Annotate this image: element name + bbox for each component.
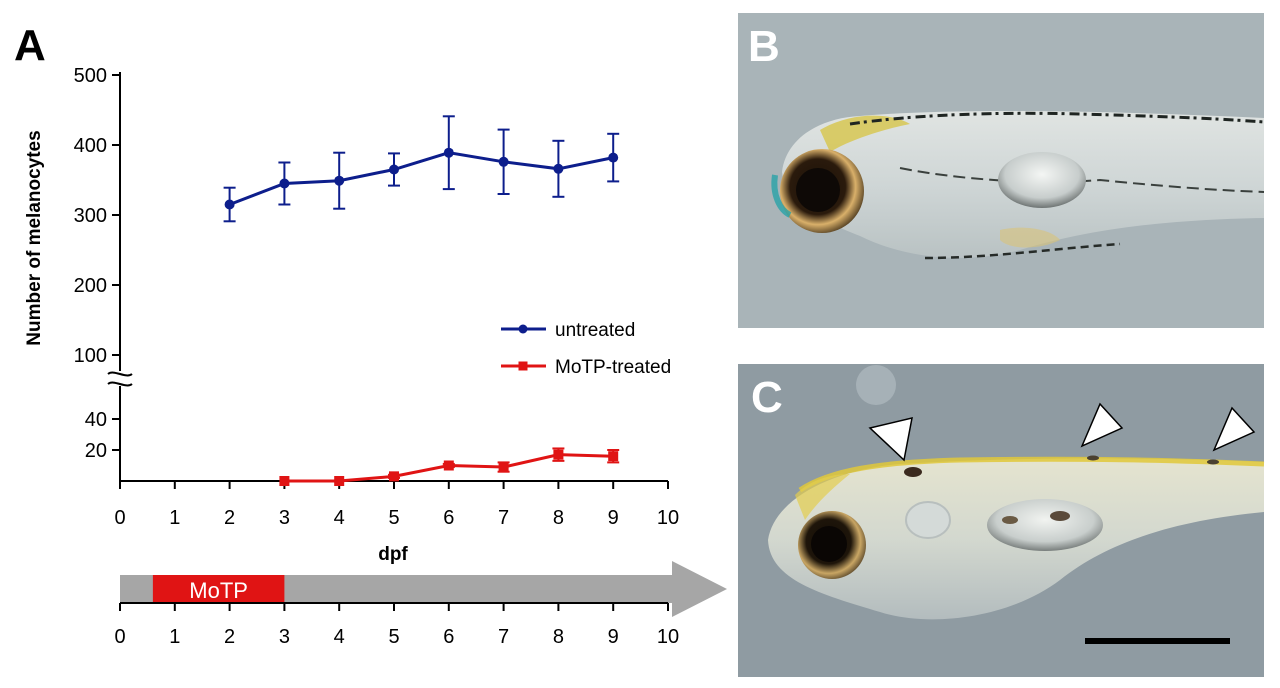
data-point: [334, 476, 345, 486]
y-tick-label: 300: [74, 205, 107, 227]
y-tick-label: 100: [74, 345, 107, 367]
timeline-tick-label: 0: [114, 626, 125, 648]
swim-bladder-b: [998, 152, 1086, 208]
x-tick-label: 1: [169, 507, 180, 529]
melanocyte-chart: 0 1 2 3 4 5 6 7 8 9 10 100 200 300 400 500 20 40 Number …: [24, 65, 679, 565]
melanocyte-c-3: [1207, 459, 1219, 465]
data-point: [553, 449, 564, 460]
legend-label-untreated: untreated: [555, 320, 635, 341]
timeline-tick-label: 1: [169, 626, 180, 648]
motp-treatment-bar: [152, 575, 285, 603]
x-tick-label: 10: [657, 507, 679, 529]
timeline-ticks: 0 1 2 3 4 5 6 7 8 9 10: [114, 603, 679, 648]
timeline-tick-label: 10: [657, 626, 679, 648]
x-tick-label: 0: [114, 507, 125, 529]
x-axis-ticks: 0 1 2 3 4 5 6 7 8 9 10: [114, 481, 679, 529]
timeline-tick-label: 5: [388, 626, 399, 648]
y-tick-label: 40: [85, 409, 107, 431]
data-point: [608, 152, 619, 163]
timeline-tick-label: 3: [279, 626, 290, 648]
data-point: [334, 175, 345, 186]
x-tick-label: 4: [334, 507, 345, 529]
x-tick-label: 2: [224, 507, 235, 529]
scale-bar: [1085, 638, 1230, 644]
x-tick-label: 5: [388, 507, 399, 529]
y-axis-title: Number of melanocytes: [24, 130, 45, 345]
arrowhead-icon-2: [1080, 402, 1124, 448]
melanocyte-c-1: [904, 467, 922, 477]
y-axis-ticks: 100 200 300 400 500 20 40: [74, 65, 120, 462]
arrowhead-icon-3: [1212, 406, 1256, 452]
treatment-timeline: MoTP 0 1 2 3 4 5 6 7 8 9 10: [114, 561, 727, 648]
motp-treatment-label: MoTP: [189, 578, 248, 603]
y-tick-label: 20: [85, 440, 107, 462]
data-point: [224, 199, 235, 210]
photo-b: B: [738, 13, 1265, 328]
series-motp-treated: [279, 447, 620, 486]
legend-entry-untreated: untreated: [501, 320, 635, 341]
timeline-tick-label: 7: [498, 626, 509, 648]
y-tick-label: 500: [74, 65, 107, 87]
x-axis-title: dpf: [378, 544, 408, 565]
x-tick-label: 9: [608, 507, 619, 529]
chart-axes: [107, 72, 668, 482]
data-point: [389, 471, 399, 482]
data-point: [279, 178, 290, 189]
y-tick-label: 400: [74, 135, 107, 157]
timeline-tick-label: 2: [224, 626, 235, 648]
legend-label-motp: MoTP-treated: [555, 357, 671, 378]
panel-label-b: B: [748, 22, 780, 71]
arrowhead-icon-1: [868, 417, 913, 462]
dorsal-melanocyte-stripe-b: [849, 111, 1265, 126]
timeline-tick-label: 4: [334, 626, 345, 648]
data-point: [608, 451, 619, 462]
series-untreated: [223, 115, 620, 223]
data-point: [279, 476, 290, 486]
melanocyte-c-2: [1087, 455, 1099, 461]
swim-bladder-c: [987, 499, 1103, 551]
timeline-tick-label: 6: [443, 626, 454, 648]
panel-label-a: A: [14, 21, 46, 70]
series-line: [229, 151, 614, 206]
data-point: [443, 147, 454, 158]
data-point: [389, 164, 399, 175]
x-tick-label: 8: [553, 507, 564, 529]
data-point: [553, 163, 564, 174]
y-tick-label: 200: [74, 275, 107, 297]
legend-entry-motp: MoTP-treated: [501, 357, 671, 378]
x-tick-label: 3: [279, 507, 290, 529]
chart-series: [223, 115, 620, 486]
legend-marker-motp: [518, 361, 528, 371]
x-tick-label: 6: [443, 507, 454, 529]
data-point: [443, 460, 454, 471]
data-point: [498, 462, 509, 473]
chart-legend: untreated MoTP-treated: [501, 320, 671, 378]
data-point: [498, 156, 509, 167]
legend-marker-untreated: [518, 324, 528, 334]
panel-label-c: C: [751, 373, 783, 422]
timeline-tick-label: 8: [553, 626, 564, 648]
axis-break-icon: [107, 371, 133, 387]
photo-c: C: [738, 364, 1265, 677]
x-tick-label: 7: [498, 507, 509, 529]
timeline-tick-label: 9: [608, 626, 619, 648]
